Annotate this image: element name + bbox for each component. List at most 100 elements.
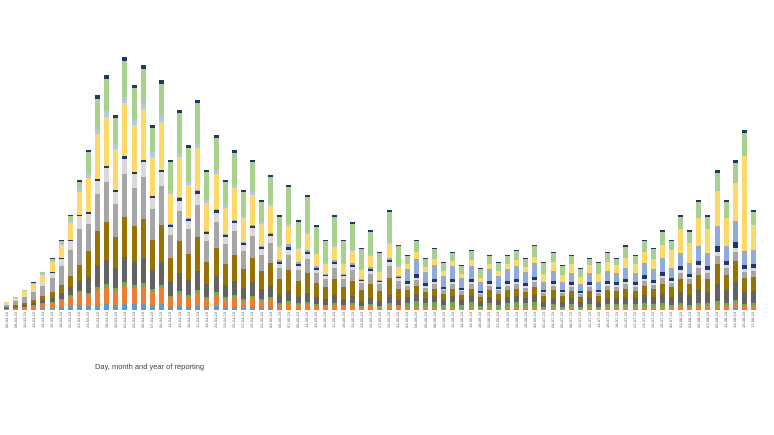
bar-segment-light_green bbox=[732, 163, 738, 183]
bar-segment-dark_gray bbox=[259, 289, 265, 299]
bar-segment-light_green bbox=[286, 187, 292, 224]
bar-segment-orange bbox=[85, 295, 91, 306]
bar-segment-gray bbox=[632, 287, 638, 291]
x-tick-label: 04-06-23 bbox=[413, 312, 419, 329]
bar-segment-light_blue bbox=[413, 259, 419, 274]
bar-segment-silver bbox=[259, 249, 265, 255]
bar-segment-light_blue bbox=[741, 251, 747, 265]
bar-segment-silver bbox=[113, 192, 119, 204]
bar-segment-silver bbox=[167, 227, 173, 235]
bar-segment-navy_cap bbox=[177, 110, 183, 113]
bar-segment-navy_cap bbox=[195, 100, 201, 103]
bar-segment-navy bbox=[668, 278, 674, 281]
bar-segment-light_blue bbox=[240, 242, 246, 243]
bar-segment-orange bbox=[31, 306, 37, 309]
bar-segment-blue bbox=[668, 309, 674, 310]
x-tick-label: 27-05-23 bbox=[376, 312, 382, 329]
bar-segment-light_green bbox=[359, 249, 365, 269]
bar-segment-periwinkle bbox=[368, 255, 374, 256]
bar-segment-orange bbox=[477, 309, 483, 310]
x-tick-label: 17-04-23 bbox=[194, 312, 200, 329]
bar-segment-gray bbox=[13, 301, 19, 305]
bar-segment-olive bbox=[31, 300, 37, 303]
bar-segment-light_green bbox=[31, 283, 37, 284]
bar-segment-navy_cap bbox=[413, 240, 419, 241]
bar-segment-gray bbox=[58, 266, 64, 285]
bar-segment-dark_gray bbox=[605, 298, 611, 304]
bar-segment-navy_cap bbox=[240, 190, 246, 192]
bar-segment-light_blue bbox=[614, 273, 620, 282]
bar-segment-light_green bbox=[559, 266, 565, 275]
bar-segment-light_blue bbox=[659, 258, 665, 272]
bar-segment-olive bbox=[249, 258, 255, 282]
bar-segment-orange bbox=[186, 297, 192, 307]
bar-segment-blue bbox=[413, 309, 419, 310]
bar-segment-olive bbox=[541, 296, 547, 302]
bar-segment-navy bbox=[523, 283, 529, 286]
bar-segment-light_green bbox=[213, 138, 219, 170]
bar-segment-orange bbox=[231, 297, 237, 307]
bar-segment-navy_cap bbox=[459, 265, 465, 266]
bar-segment-silver bbox=[295, 266, 301, 270]
bar-segment-olive bbox=[286, 270, 292, 291]
x-tick-label: 09-05-23 bbox=[295, 312, 300, 329]
bar-segment-orange bbox=[705, 306, 711, 309]
bar-segment-dark_gray bbox=[468, 296, 474, 302]
bar-segment-periwinkle bbox=[149, 152, 155, 157]
bar-segment-dark_gray bbox=[341, 299, 347, 305]
bar-segment-light_green bbox=[486, 256, 492, 264]
bar-segment-green bbox=[31, 305, 37, 306]
bar-segment-orange bbox=[104, 288, 110, 304]
bar-segment-green bbox=[177, 291, 183, 294]
stacked-bar: 09-08-23 bbox=[714, 170, 720, 328]
bar-segment-dark_gray bbox=[459, 300, 465, 305]
bar-segment-periwinkle bbox=[104, 111, 110, 117]
bar-segment-green bbox=[678, 303, 684, 306]
bar-segment-dark_gray bbox=[559, 302, 565, 307]
bar-segment-green bbox=[577, 307, 583, 309]
bar-segment-light_green bbox=[404, 256, 410, 264]
bar-segment-dark_gray bbox=[31, 303, 37, 305]
bar-segment-orange bbox=[131, 288, 137, 304]
bar-segment-gray bbox=[587, 287, 592, 291]
bar-segment-yellow bbox=[495, 271, 501, 276]
bar-segment-yellow bbox=[468, 260, 474, 266]
bar-segment-navy bbox=[295, 264, 301, 266]
bar-segment-blue bbox=[58, 307, 64, 310]
bar-segment-yellow bbox=[204, 203, 210, 231]
bar-segment-light_blue bbox=[532, 263, 538, 277]
x-tick-label: 20-03-23 bbox=[67, 312, 73, 329]
stacked-bar: 12-07-23 bbox=[587, 258, 592, 328]
bar-segment-navy_cap bbox=[723, 200, 729, 202]
stacked-bar: 24-07-23 bbox=[641, 240, 647, 328]
stacked-bar: 08-03-23 bbox=[13, 297, 19, 328]
stacked-bar: 02-06-23 bbox=[404, 255, 410, 328]
bar-segment-green bbox=[641, 303, 647, 307]
x-tick-label: 28-07-23 bbox=[659, 312, 665, 329]
bar-segment-silver bbox=[149, 198, 155, 209]
bar-segment-gray bbox=[596, 293, 602, 296]
bar-segment-dark_gray bbox=[395, 300, 401, 305]
bar-segment-navy bbox=[450, 279, 456, 282]
bar-segment-blue bbox=[641, 309, 647, 310]
stacked-bar-chart: 06-03-23 08-03-23 10-03-23 12-03-23 14-03-23… bbox=[4, 55, 756, 328]
bar-segment-navy_cap bbox=[632, 255, 638, 256]
bar-segment-green bbox=[732, 300, 738, 304]
bar-segment-periwinkle bbox=[341, 263, 347, 264]
bar-segment-green bbox=[113, 288, 119, 291]
bar-segment-silver bbox=[714, 252, 720, 256]
bar-segment-silver bbox=[568, 285, 574, 287]
bar-segment-silver bbox=[49, 273, 55, 278]
bar-segment-periwinkle bbox=[249, 192, 255, 195]
bar-segment-dark_gray bbox=[641, 295, 647, 303]
bar-segment-light_blue bbox=[177, 197, 183, 198]
bar-segment-light_blue bbox=[468, 266, 474, 279]
bar-segment-green bbox=[104, 284, 110, 288]
bar-segment-blue bbox=[85, 306, 91, 310]
bar-segment-yellow bbox=[213, 174, 219, 209]
bar-segment-yellow bbox=[732, 183, 738, 221]
bar-segment-light_green bbox=[450, 253, 456, 261]
bar-segment-light_blue bbox=[750, 250, 756, 264]
x-tick-label: 10-03-23 bbox=[21, 312, 27, 329]
bar-segment-orange bbox=[523, 307, 529, 309]
